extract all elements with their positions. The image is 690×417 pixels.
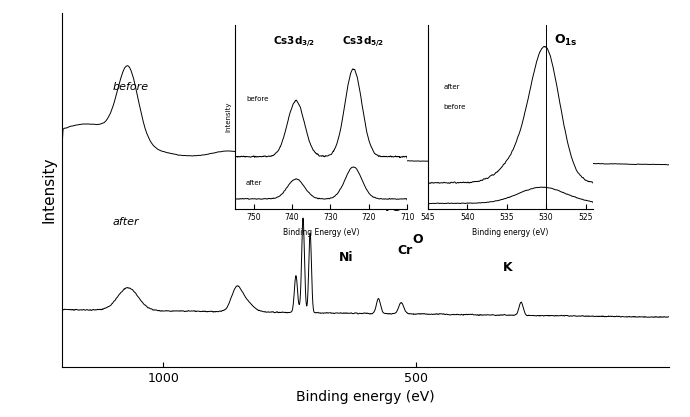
Y-axis label: Intensity: Intensity (41, 156, 57, 223)
Text: $\mathbf{Cs3d_{3/2}}$: $\mathbf{Cs3d_{3/2}}$ (273, 35, 315, 50)
Text: O: O (412, 233, 422, 246)
Text: Cr: Cr (397, 244, 413, 256)
Text: before: before (444, 104, 466, 110)
Text: before: before (246, 96, 268, 102)
Text: after: after (444, 84, 460, 90)
Text: after: after (246, 180, 263, 186)
Text: Ni: Ni (339, 251, 354, 264)
Text: Cs: Cs (368, 187, 385, 200)
Text: before: before (112, 83, 149, 93)
Y-axis label: Intensity: Intensity (226, 101, 232, 132)
X-axis label: Binding Energy (eV): Binding Energy (eV) (283, 228, 359, 237)
X-axis label: Binding energy (eV): Binding energy (eV) (297, 390, 435, 404)
Text: $\mathbf{O_{1s}}$: $\mathbf{O_{1s}}$ (554, 33, 578, 48)
Text: Fe: Fe (385, 201, 402, 214)
Text: after: after (112, 217, 139, 227)
Text: K: K (502, 261, 512, 274)
X-axis label: Binding energy (eV): Binding energy (eV) (473, 228, 549, 237)
Text: $\mathbf{Cs3d_{5/2}}$: $\mathbf{Cs3d_{5/2}}$ (342, 35, 384, 50)
